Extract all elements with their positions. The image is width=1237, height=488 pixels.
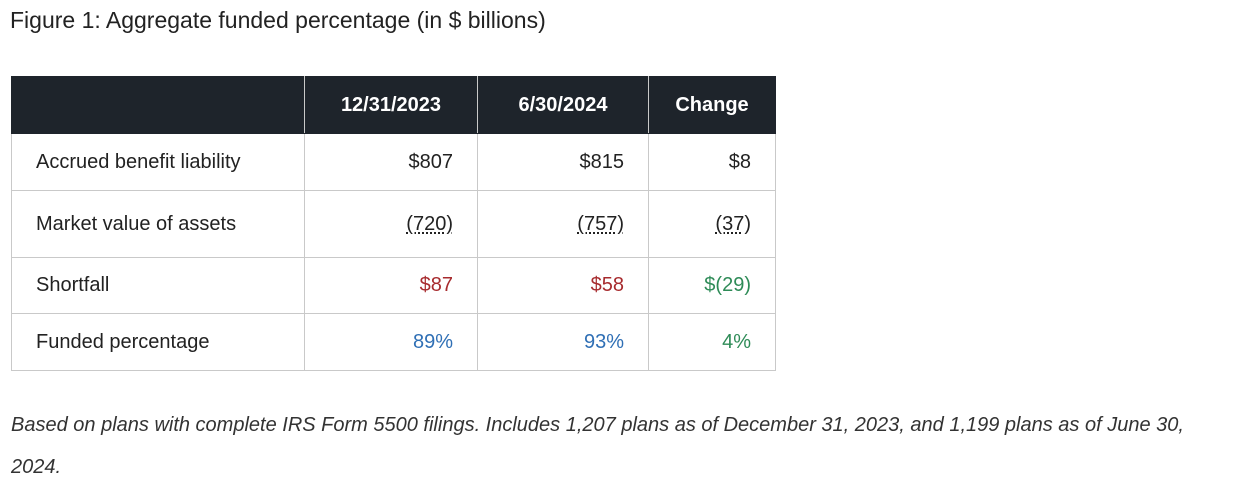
footnote: Based on plans with complete IRS Form 55… bbox=[11, 414, 1184, 478]
table-cell: (757) bbox=[477, 190, 649, 258]
table-header-row: 12/31/2023 6/30/2024 Change bbox=[11, 76, 776, 134]
table-row: Market value of assets (720) (757) (37) bbox=[11, 190, 776, 258]
table-cell: 4% bbox=[648, 313, 776, 371]
row-label-accrued-benefit-liability: Accrued benefit liability bbox=[11, 133, 305, 191]
row-label-funded-percentage: Funded percentage bbox=[11, 313, 305, 371]
underlined-value: (37) bbox=[715, 212, 751, 235]
row-label-market-value-of-assets: Market value of assets bbox=[11, 190, 305, 258]
table-cell: $8 bbox=[648, 133, 776, 191]
underlined-value: (720) bbox=[406, 212, 453, 235]
header-cell-12-31-2023: 12/31/2023 bbox=[304, 76, 478, 134]
table-cell: $(29) bbox=[648, 257, 776, 314]
table-cell: $807 bbox=[304, 133, 478, 191]
table-row: Funded percentage 89% 93% 4% bbox=[11, 313, 776, 371]
header-cell-6-30-2024: 6/30/2024 bbox=[477, 76, 649, 134]
row-label-shortfall: Shortfall bbox=[11, 257, 305, 314]
table-row: Accrued benefit liability $807 $815 $8 bbox=[11, 133, 776, 191]
underlined-value: (757) bbox=[577, 212, 624, 235]
header-cell-blank bbox=[11, 76, 305, 134]
table-row: Shortfall $87 $58 $(29) bbox=[11, 257, 776, 314]
table-cell: $815 bbox=[477, 133, 649, 191]
table-cell: $87 bbox=[304, 257, 478, 314]
table-cell: 89% bbox=[304, 313, 478, 371]
table-cell: 93% bbox=[477, 313, 649, 371]
table-cell: (720) bbox=[304, 190, 478, 258]
table-cell: $58 bbox=[477, 257, 649, 314]
table-cell: (37) bbox=[648, 190, 776, 258]
funded-percentage-table: 12/31/2023 6/30/2024 Change Accrued bene… bbox=[11, 76, 776, 371]
figure-title: Figure 1: Aggregate funded percentage (i… bbox=[10, 7, 546, 33]
header-cell-change: Change bbox=[648, 76, 776, 134]
